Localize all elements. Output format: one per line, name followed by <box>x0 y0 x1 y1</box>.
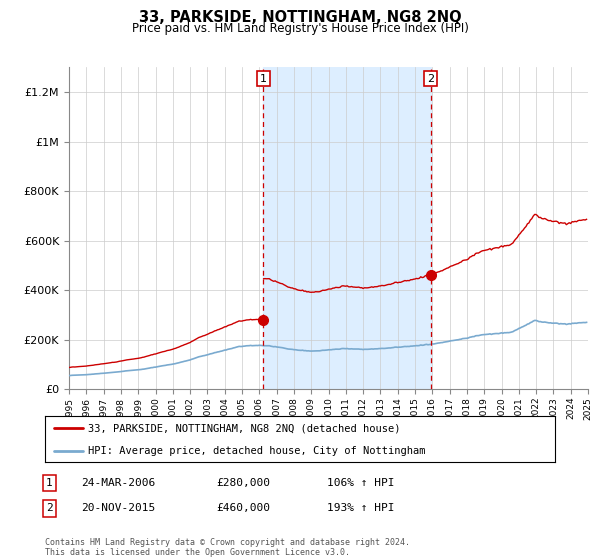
Text: 24-MAR-2006: 24-MAR-2006 <box>81 478 155 488</box>
Bar <box>263 67 431 389</box>
Text: HPI: Average price, detached house, City of Nottingham: HPI: Average price, detached house, City… <box>88 446 426 455</box>
Text: 2: 2 <box>46 503 53 514</box>
Text: 193% ↑ HPI: 193% ↑ HPI <box>327 503 395 514</box>
Text: 1: 1 <box>46 478 53 488</box>
Text: 20-NOV-2015: 20-NOV-2015 <box>81 503 155 514</box>
Text: 2: 2 <box>427 73 434 83</box>
Text: Contains HM Land Registry data © Crown copyright and database right 2024.
This d: Contains HM Land Registry data © Crown c… <box>45 538 410 557</box>
Text: 33, PARKSIDE, NOTTINGHAM, NG8 2NQ: 33, PARKSIDE, NOTTINGHAM, NG8 2NQ <box>139 10 461 25</box>
Text: Price paid vs. HM Land Registry's House Price Index (HPI): Price paid vs. HM Land Registry's House … <box>131 22 469 35</box>
Text: 33, PARKSIDE, NOTTINGHAM, NG8 2NQ (detached house): 33, PARKSIDE, NOTTINGHAM, NG8 2NQ (detac… <box>88 423 401 433</box>
Text: 106% ↑ HPI: 106% ↑ HPI <box>327 478 395 488</box>
Text: 1: 1 <box>260 73 267 83</box>
Text: £460,000: £460,000 <box>216 503 270 514</box>
Text: £280,000: £280,000 <box>216 478 270 488</box>
